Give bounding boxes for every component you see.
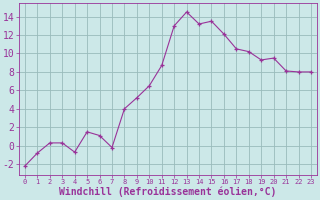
X-axis label: Windchill (Refroidissement éolien,°C): Windchill (Refroidissement éolien,°C)	[59, 187, 277, 197]
